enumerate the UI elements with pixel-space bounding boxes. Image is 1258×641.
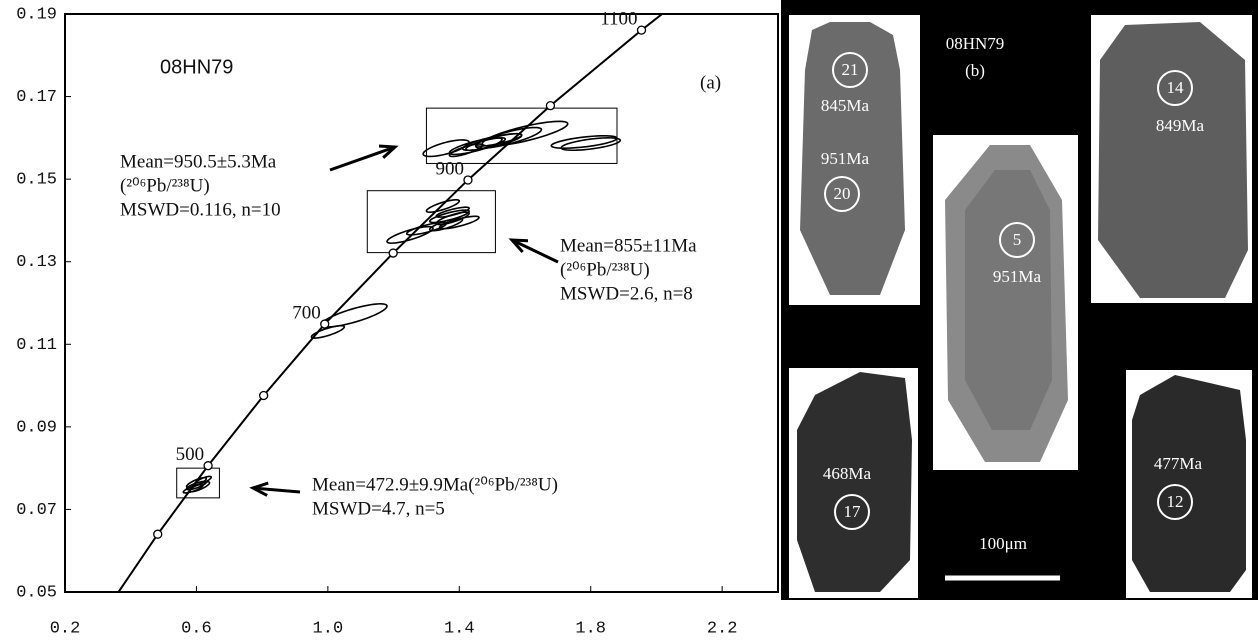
- arrow-line: [330, 147, 395, 170]
- annotation: (²⁰⁶Pb/²³⁸U): [560, 259, 650, 280]
- spot-number: 21: [842, 60, 859, 79]
- spot-number: 5: [1013, 230, 1022, 249]
- y-tick-label: 0.05: [16, 583, 57, 602]
- annotation: MSWD=0.116, n=10: [120, 199, 281, 220]
- spot-number: 12: [1167, 492, 1184, 511]
- age-marker: [260, 391, 268, 399]
- x-tick-label: 0.6: [181, 619, 212, 638]
- spot-age: 951Ma: [821, 149, 870, 168]
- spot-number: 20: [834, 184, 851, 203]
- error-ellipse: [311, 326, 344, 338]
- y-tick-label: 0.11: [16, 336, 57, 355]
- panel-label: (b): [965, 61, 985, 80]
- x-tick-label: 1.8: [575, 619, 606, 638]
- panel-label: (a): [700, 72, 721, 93]
- scale-label: 100μm: [979, 534, 1027, 553]
- y-tick-label: 0.19: [16, 5, 57, 24]
- y-tick-label: 0.15: [16, 171, 57, 190]
- y-tick-label: 0.13: [16, 253, 57, 272]
- sample-label: 08HN79: [160, 56, 233, 78]
- age-marker: [638, 26, 646, 34]
- x-tick-label: 2.2: [707, 619, 738, 638]
- y-tick-label: 0.17: [16, 88, 57, 107]
- annotation: MSWD=4.7, n=5: [312, 498, 445, 519]
- age-marker: [204, 462, 212, 470]
- spot-age: 845Ma: [821, 96, 870, 115]
- zircon-zone: [965, 170, 1052, 430]
- x-tick-label: 1.4: [444, 619, 475, 638]
- arrow-line: [512, 240, 558, 262]
- age-marker: [546, 102, 554, 110]
- zircon-grain: [1098, 22, 1248, 298]
- annotation: (²⁰⁶Pb/²³⁸U): [120, 175, 210, 196]
- error-ellipse: [321, 304, 387, 327]
- age-label: 500: [176, 444, 205, 465]
- y-tick-label: 0.07: [16, 501, 57, 520]
- age-marker: [389, 249, 397, 257]
- age-label: 700: [292, 302, 321, 323]
- zircon-grain: [1132, 375, 1246, 592]
- spot-age: 477Ma: [1154, 454, 1203, 473]
- y-tick-label: 0.09: [16, 418, 57, 437]
- age-marker: [321, 320, 329, 328]
- cl-panel: 08HN79 (b) 100μm 21 845Ma 20 951Ma 5 951Ma 14 8…: [781, 0, 1258, 600]
- age-label: 900: [435, 158, 464, 179]
- spot-number: 17: [844, 502, 862, 521]
- age-label: 1100: [600, 8, 637, 29]
- sample-label: 08HN79: [946, 34, 1005, 53]
- x-tick-label: 0.2: [50, 619, 81, 638]
- x-tick-label: 1.0: [313, 619, 344, 638]
- annotation: Mean=855±11Ma: [560, 235, 697, 256]
- error-ellipse: [426, 200, 459, 212]
- annotation: Mean=950.5±5.3Ma: [120, 151, 277, 172]
- annotation: Mean=472.9±9.9Ma(²⁰⁶Pb/²³⁸U): [312, 474, 558, 495]
- spot-number: 14: [1167, 78, 1185, 97]
- spot-age: 468Ma: [823, 464, 872, 483]
- age-marker: [464, 176, 472, 184]
- spot-age: 849Ma: [1156, 116, 1205, 135]
- annotation: MSWD=2.6, n=8: [560, 283, 693, 304]
- plot: 0.2 0.6 1.0 1.4 1.8 2.2 0.19 0.17 0.15 0.13 0.11 0.…: [16, 5, 737, 638]
- spot-age: 951Ma: [993, 267, 1042, 286]
- age-marker: [154, 530, 162, 538]
- figure: 0.2 0.6 1.0 1.4 1.8 2.2 0.19 0.17 0.15 0.13 0.11 0.…: [0, 0, 1258, 641]
